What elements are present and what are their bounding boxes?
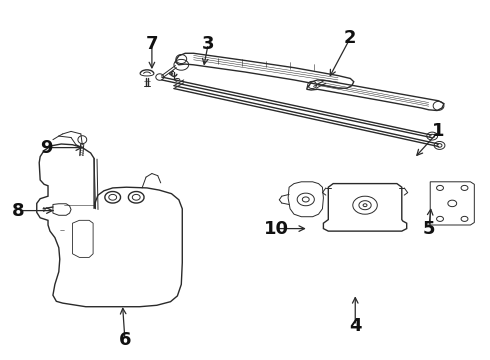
Text: 6: 6 (119, 331, 131, 349)
Text: 3: 3 (202, 35, 215, 53)
Text: 8: 8 (12, 202, 25, 220)
Text: 7: 7 (146, 35, 158, 53)
Text: 5: 5 (422, 220, 435, 238)
Text: 4: 4 (349, 317, 362, 335)
Text: 2: 2 (344, 29, 357, 47)
Text: 9: 9 (40, 139, 53, 157)
Text: 1: 1 (432, 122, 445, 140)
Text: 10: 10 (264, 220, 290, 238)
